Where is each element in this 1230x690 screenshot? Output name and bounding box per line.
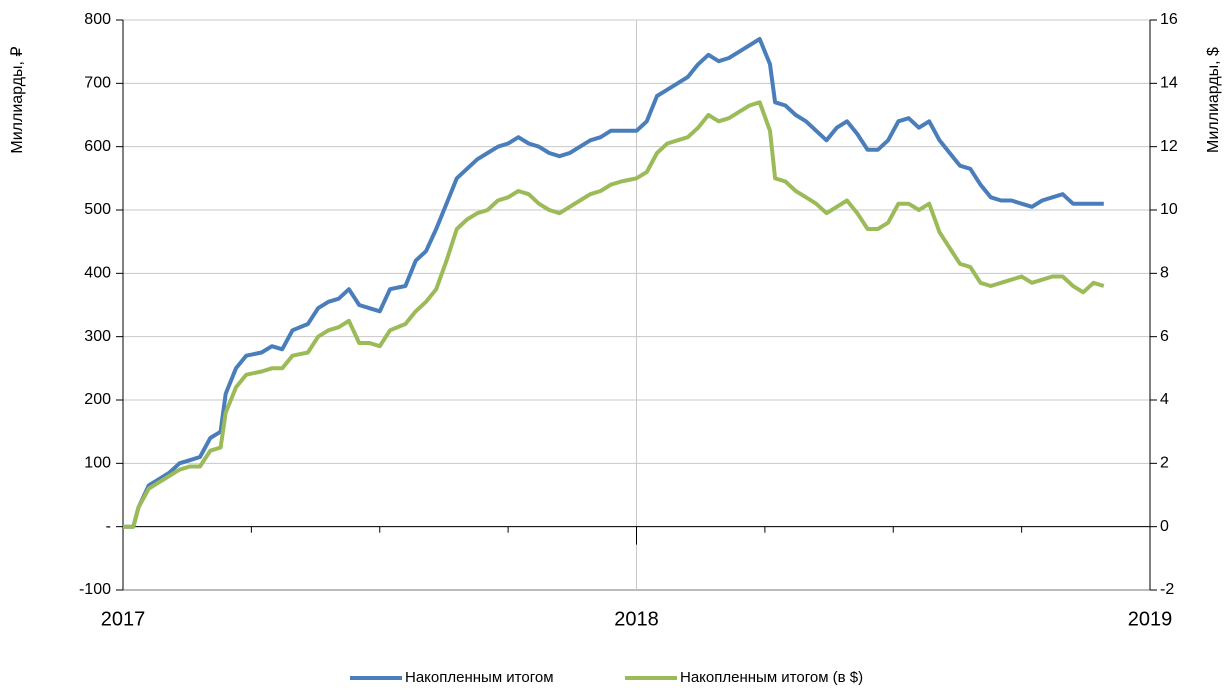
y-tick-label: 700 <box>84 75 111 92</box>
y-axis-label: Миллиарды, ₽ <box>9 46 26 153</box>
x-tick-label: 2019 <box>1128 608 1173 630</box>
y2-tick-label: 16 <box>1160 11 1178 28</box>
x-tick-label: 2018 <box>614 608 659 630</box>
legend-label: Накопленным итогом (в $) <box>680 669 863 686</box>
y2-tick-label: 12 <box>1160 138 1178 155</box>
y2-tick-label: 8 <box>1160 265 1169 282</box>
series-line <box>123 100 1105 529</box>
y-tick-label: 300 <box>84 328 111 345</box>
y-tick-label: 100 <box>84 455 111 472</box>
y2-tick-label: 4 <box>1160 391 1169 408</box>
y-tick-label: 800 <box>84 11 111 28</box>
y2-tick-label: 10 <box>1160 201 1178 218</box>
y2-axis-label: Миллиарды, $ <box>1205 47 1222 153</box>
x-tick-label: 2017 <box>101 608 146 630</box>
y-tick-label: 500 <box>84 201 111 218</box>
y-tick-label: 400 <box>84 265 111 282</box>
series-line <box>123 37 1104 529</box>
y2-tick-label: 0 <box>1160 518 1169 535</box>
y2-tick-label: 2 <box>1160 455 1169 472</box>
y-tick-label: 600 <box>84 138 111 155</box>
legend-label: Накопленным итогом <box>405 669 554 686</box>
y-tick-label: -100 <box>79 581 111 598</box>
y-tick-label: - <box>106 518 111 535</box>
y2-tick-label: 14 <box>1160 75 1178 92</box>
y-tick-label: 200 <box>84 391 111 408</box>
y2-tick-label: -2 <box>1160 581 1174 598</box>
y2-tick-label: 6 <box>1160 328 1169 345</box>
